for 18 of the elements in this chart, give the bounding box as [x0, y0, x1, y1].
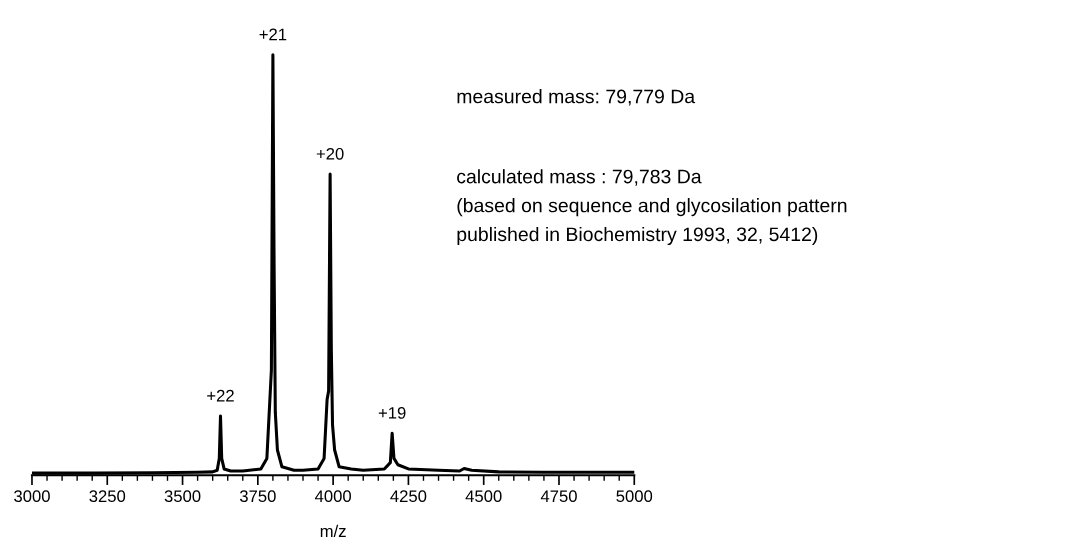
x-tick-label: 3000 [14, 490, 50, 503]
annotation: published in Biochemistry 1993, 32, 5412) [457, 226, 818, 246]
x-axis-title: m/z [320, 524, 346, 538]
x-tick-label: 4000 [314, 490, 352, 503]
x-tick-label: 4500 [465, 490, 502, 503]
annotation: +22 [207, 389, 234, 402]
annotation: calculated mass : 79,783 Da [457, 169, 702, 186]
annotation: +21 [259, 28, 287, 41]
annotation: (based on sequence and glycosilation pattern [457, 198, 847, 217]
x-tick-label: 3250 [89, 490, 126, 503]
x-tick-label: 5000 [616, 490, 653, 503]
x-tick-label: 3500 [164, 490, 201, 503]
x-tick-label: 4750 [540, 490, 577, 503]
annotation: +20 [316, 147, 344, 160]
annotation: +19 [378, 406, 406, 419]
x-tick-label: 3750 [239, 490, 276, 503]
annotation: measured mass: 79,779 Da [457, 89, 696, 106]
x-tick-label: 4250 [390, 490, 427, 503]
